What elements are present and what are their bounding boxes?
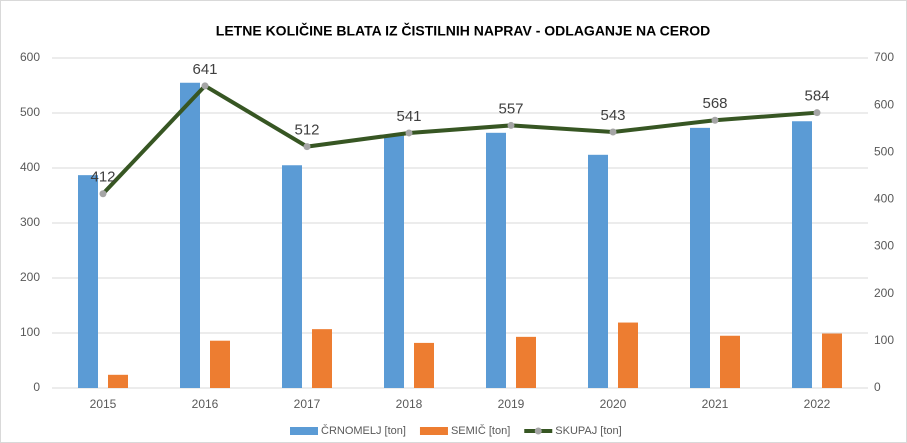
- bar: [210, 340, 230, 388]
- bar: [720, 335, 740, 388]
- data-label: 543: [600, 107, 625, 124]
- bar: [792, 121, 812, 388]
- y2-tick-label: 100: [874, 333, 894, 347]
- x-tick-label: 2015: [90, 397, 117, 411]
- line-marker: [813, 109, 821, 117]
- chart-title: LETNE KOLIČINE BLATA IZ ČISTILNIH NAPRAV…: [216, 22, 710, 39]
- bar: [312, 329, 332, 388]
- line-marker: [99, 190, 107, 198]
- y-tick-label: 600: [20, 50, 40, 64]
- bar: [108, 374, 128, 388]
- data-label: 557: [498, 100, 523, 117]
- bar: [486, 132, 506, 388]
- y2-tick-label: 600: [874, 97, 894, 111]
- x-tick-label: 2020: [600, 397, 627, 411]
- x-tick-label: 2021: [702, 397, 729, 411]
- line: [101, 83, 818, 196]
- bar: [384, 135, 404, 388]
- x-tick-label: 2017: [294, 397, 321, 411]
- bar: [690, 127, 710, 388]
- x-tick-label: 2019: [498, 397, 525, 411]
- y2-tick-label: 300: [874, 239, 894, 253]
- y-tick-label: 200: [20, 270, 40, 284]
- legend-label: SEMIČ [ton]: [451, 424, 510, 437]
- y-tick-label: 100: [20, 325, 40, 339]
- bar: [282, 165, 302, 388]
- y-tick-label: 400: [20, 160, 40, 174]
- bar: [78, 175, 98, 388]
- line-marker: [303, 143, 311, 151]
- data-label: 641: [192, 61, 217, 78]
- line-marker: [609, 128, 617, 136]
- line-marker: [201, 82, 209, 90]
- bar: [180, 82, 200, 388]
- line-marker: [405, 129, 413, 137]
- y-tick-label: 500: [20, 105, 40, 119]
- legend-swatch: [290, 427, 318, 435]
- bar: [414, 342, 434, 388]
- data-label: 412: [90, 169, 115, 186]
- bar: [822, 333, 842, 388]
- line-marker: [507, 121, 515, 129]
- y-tick-label: 0: [33, 380, 40, 394]
- y-tick-label: 300: [20, 215, 40, 229]
- y2-tick-label: 0: [874, 380, 881, 394]
- legend-swatch: [419, 427, 448, 435]
- data-label: 512: [294, 122, 319, 139]
- y2-tick-label: 700: [874, 50, 894, 64]
- bar: [588, 154, 608, 388]
- data-label: 568: [702, 95, 727, 112]
- legend-marker: [534, 427, 542, 435]
- y2-tick-label: 500: [874, 144, 894, 158]
- y2-tick-label: 200: [874, 286, 894, 300]
- data-label: 541: [396, 108, 421, 125]
- bar: [516, 336, 536, 388]
- bar: [618, 322, 638, 388]
- line-marker: [711, 116, 719, 124]
- legend-label: ČRNOMELJ [ton]: [321, 424, 406, 437]
- x-tick-label: 2018: [396, 397, 423, 411]
- y2-tick-label: 400: [874, 192, 894, 206]
- x-tick-label: 2016: [192, 397, 219, 411]
- x-tick-label: 2022: [804, 397, 831, 411]
- legend-label: SKUPAJ [ton]: [555, 425, 621, 437]
- data-label: 584: [804, 88, 829, 105]
